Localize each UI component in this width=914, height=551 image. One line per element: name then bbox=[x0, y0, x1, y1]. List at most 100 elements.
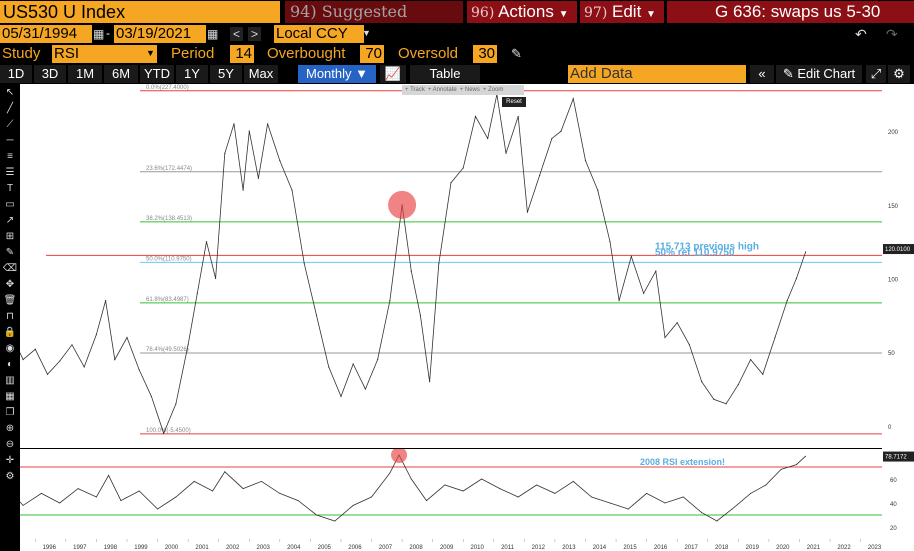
price-point-31 bbox=[328, 366, 330, 368]
lock-icon[interactable]: 🔒 bbox=[3, 327, 17, 338]
channel-tool-icon[interactable]: ≡ bbox=[7, 151, 13, 162]
reset-button[interactable]: Reset bbox=[502, 97, 526, 107]
start-date-field[interactable]: 05/31/1994 bbox=[0, 25, 92, 43]
line-tool-icon[interactable]: ╱ bbox=[6, 103, 14, 114]
measure-tool-icon[interactable]: ⊞ bbox=[5, 231, 15, 242]
gear-icon[interactable]: ⚙ bbox=[888, 65, 910, 83]
x-tick-2006: 2006 bbox=[348, 545, 362, 551]
overbought-input[interactable]: 70 bbox=[360, 45, 384, 63]
price-point-69 bbox=[762, 373, 764, 375]
magnet-icon[interactable]: ⊓ bbox=[6, 311, 14, 322]
actions-menu[interactable]: 96) Actions ▼ bbox=[467, 1, 577, 23]
edit-menu[interactable]: 97) Edit ▼ bbox=[580, 1, 664, 23]
layers-icon[interactable]: ❐ bbox=[5, 407, 15, 418]
period-input[interactable]: 14 bbox=[230, 45, 254, 63]
zoom-in-icon[interactable]: ⊕ bbox=[5, 423, 15, 434]
main-chart[interactable]: 0.0%(227.4000) 23.6%(172.4474) 38.2%(138.4… bbox=[20, 84, 882, 448]
price-point-34 bbox=[364, 388, 367, 390]
study-select[interactable]: RSI bbox=[52, 45, 157, 63]
collapse-icon[interactable]: « bbox=[750, 65, 774, 83]
range-tab-3d[interactable]: 3D bbox=[34, 65, 66, 83]
price-point-50 bbox=[539, 174, 541, 176]
fib-tool-icon[interactable]: ☰ bbox=[5, 167, 15, 178]
line-chart-icon[interactable]: 📈 bbox=[380, 65, 406, 83]
prev-period-icon[interactable]: < bbox=[230, 27, 244, 41]
mini-tool-zoom[interactable]: + Zoom bbox=[482, 87, 504, 93]
range-tab-6m[interactable]: 6M bbox=[104, 65, 138, 83]
range-tab-1m[interactable]: 1M bbox=[68, 65, 102, 83]
price-point-11 bbox=[114, 358, 116, 361]
ray-tool-icon[interactable]: ⟋ bbox=[6, 119, 14, 130]
pencil-tool-icon[interactable]: ✎ bbox=[5, 247, 15, 258]
add-data-input[interactable]: Add Data bbox=[568, 65, 746, 83]
suggested-charts-menu[interactable]: 94) Suggested Charts bbox=[285, 1, 463, 43]
range-tab-5y[interactable]: 5Y bbox=[210, 65, 242, 83]
pen-icon[interactable]: ✎ bbox=[511, 46, 522, 61]
currency-select[interactable]: Local CCY bbox=[274, 25, 364, 43]
grid-icon[interactable]: ▦ bbox=[5, 391, 15, 402]
undo-icon[interactable]: ↶ bbox=[855, 26, 867, 42]
price-point-40 bbox=[429, 381, 431, 383]
x-tick-1998: 1998 bbox=[104, 545, 118, 551]
ticker-field[interactable]: US530 U Index bbox=[0, 1, 280, 23]
range-tab-1d[interactable]: 1D bbox=[0, 65, 32, 83]
fib-label-0: 0.0%(227.4000) bbox=[146, 85, 189, 91]
rsi-point-27 bbox=[444, 484, 446, 486]
rsi-point-5 bbox=[77, 488, 79, 490]
chevron-down-icon[interactable]: ▼ bbox=[362, 28, 371, 38]
price-point-10 bbox=[104, 300, 107, 302]
range-tab-ytd[interactable]: YTD bbox=[140, 65, 174, 83]
mini-tool-news[interactable]: + News bbox=[459, 87, 480, 93]
calendar-icon[interactable]: ▦ bbox=[93, 27, 105, 41]
eraser-tool-icon[interactable]: ⌫ bbox=[2, 263, 18, 274]
rsi-tick-2: 20 bbox=[890, 526, 897, 532]
eye-icon[interactable]: ◉ bbox=[5, 343, 15, 354]
chevron-down-icon[interactable]: ▼ bbox=[146, 48, 155, 58]
shape-tool-icon[interactable]: ▭ bbox=[5, 199, 15, 210]
rsi-point-46 bbox=[780, 468, 782, 470]
rsi-point-38 bbox=[646, 492, 648, 494]
price-point-7 bbox=[71, 344, 73, 346]
rsi-point-34 bbox=[572, 480, 574, 482]
gear-icon[interactable]: ⚙ bbox=[5, 471, 15, 482]
table-button[interactable]: Table bbox=[410, 65, 480, 83]
range-tab-max[interactable]: Max bbox=[244, 65, 278, 83]
frequency-select[interactable]: Monthly ▼ bbox=[298, 65, 376, 83]
chart-settings-icon[interactable]: ⤢ bbox=[866, 65, 886, 83]
hline-tool-icon[interactable]: ─ bbox=[6, 135, 14, 146]
zoom-out-icon[interactable]: ⊖ bbox=[5, 439, 15, 450]
arrow-tool-icon[interactable]: ↗ bbox=[5, 215, 15, 226]
price-point-57 bbox=[618, 300, 620, 302]
trash-icon[interactable]: 🗑 bbox=[3, 295, 17, 306]
rsi-chart[interactable]: 2008 RSI extension! bbox=[20, 449, 882, 539]
move-tool-icon[interactable]: ✥ bbox=[5, 279, 15, 290]
fib-label-6: 100.0%(-5.4500) bbox=[146, 428, 191, 434]
x-tick-1999: 1999 bbox=[134, 545, 148, 551]
palette-icon[interactable]: ◐ bbox=[6, 359, 14, 370]
redo-icon[interactable]: ↷ bbox=[886, 26, 898, 42]
price-point-49 bbox=[526, 211, 529, 213]
x-tick-2016: 2016 bbox=[654, 545, 668, 551]
calendar-icon[interactable]: ▦ bbox=[207, 27, 219, 41]
bars-icon[interactable]: ▥ bbox=[5, 375, 15, 386]
price-point-23 bbox=[242, 189, 244, 191]
mini-tool-track[interactable]: + Track bbox=[405, 87, 425, 93]
x-tick-2013: 2013 bbox=[562, 545, 576, 551]
caret-down-icon: ▼ bbox=[355, 66, 369, 81]
cursor-icon[interactable]: ↖ bbox=[5, 87, 15, 98]
text-tool-icon[interactable]: T bbox=[6, 183, 14, 194]
edit-label: Edit bbox=[612, 2, 642, 21]
mini-tool-annotate[interactable]: + Annotate bbox=[427, 87, 457, 93]
price-point-64 bbox=[701, 381, 703, 383]
price-point-66 bbox=[725, 403, 727, 405]
range-tab-1y[interactable]: 1Y bbox=[176, 65, 208, 83]
y-tick-0: 200 bbox=[888, 130, 899, 136]
crosshair-icon[interactable]: ✛ bbox=[5, 455, 15, 466]
mini-toolbar: + Track + Annotate + News + Zoom bbox=[402, 85, 524, 95]
end-date-field[interactable]: 03/19/2021 bbox=[114, 25, 206, 43]
price-point-55 bbox=[597, 189, 599, 191]
rsi-point-48 bbox=[805, 455, 807, 457]
next-period-icon[interactable]: > bbox=[248, 27, 262, 41]
edit-chart-button[interactable]: ✎ Edit Chart bbox=[776, 65, 862, 83]
oversold-input[interactable]: 30 bbox=[473, 45, 497, 63]
